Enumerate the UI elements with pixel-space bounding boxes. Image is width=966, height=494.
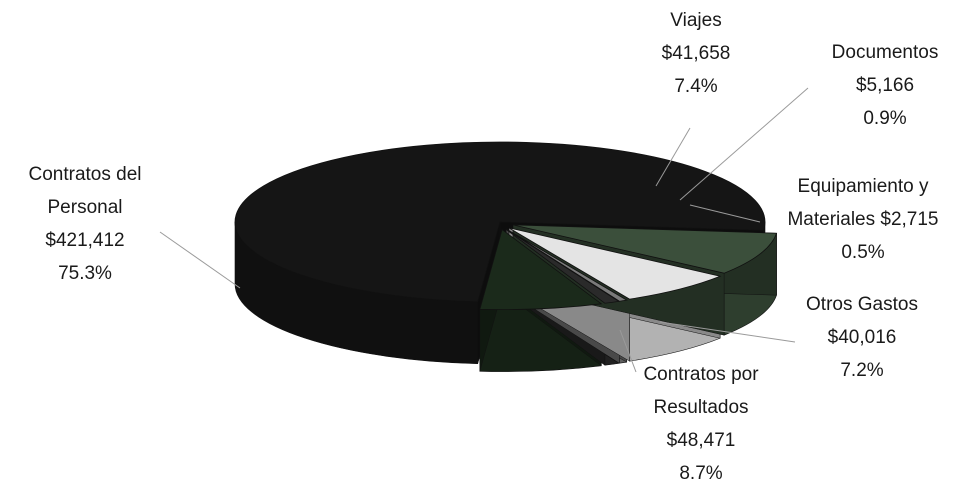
slice-otros-gastos xyxy=(508,227,722,300)
slice-contratos-por-resultados xyxy=(512,224,778,274)
label-line-otros-gastos-1: $40,016 xyxy=(828,327,897,348)
label-contratos-por-resultados: Contratos por Resultados $48,471 8.7% xyxy=(643,364,759,484)
label-line-viajes-0: Viajes xyxy=(670,10,721,31)
label-line-documentos-1: $5,166 xyxy=(856,75,914,96)
leader-otros-gastos xyxy=(659,321,796,343)
slice-viajes xyxy=(479,228,603,311)
label-line-contratos-por-resultados-1: Resultados xyxy=(653,397,748,418)
leader-contratos-por-resultados xyxy=(619,329,637,373)
label-line-contratos-por-resultados-2: $48,471 xyxy=(667,430,736,451)
label-line-otros-gastos-0: Otros Gastos xyxy=(806,294,918,315)
slice-documentos xyxy=(505,228,621,304)
label-line-contratos-del-personal-3: 75.3% xyxy=(58,263,112,284)
leader-lines xyxy=(159,87,809,373)
slice-labels: Contratos del Personal $421,412 75.3% Viajes… xyxy=(28,10,938,484)
label-line-documentos-0: Documentos xyxy=(832,42,939,63)
label-line-contratos-por-resultados-0: Contratos por xyxy=(643,364,759,385)
label-line-equipamiento-y-materiales-1: Materiales $2,715 xyxy=(787,209,938,230)
label-line-contratos-del-personal-1: Personal xyxy=(48,197,123,218)
label-contratos-del-personal: Contratos del Personal $421,412 75.3% xyxy=(28,164,141,284)
label-line-viajes-2: 7.4% xyxy=(674,76,717,97)
leader-equipamiento-y-materiales xyxy=(689,204,761,223)
slice-equipamiento-y-materiales xyxy=(505,228,628,302)
leader-contratos-del-personal xyxy=(159,231,241,289)
label-line-contratos-del-personal-2: $421,412 xyxy=(45,230,124,251)
label-otros-gastos: Otros Gastos $40,016 7.2% xyxy=(806,294,918,381)
label-line-contratos-del-personal-0: Contratos del xyxy=(28,164,141,185)
label-line-viajes-1: $41,658 xyxy=(662,43,731,64)
leader-documentos xyxy=(679,87,809,201)
pie-tops xyxy=(234,141,778,311)
label-equipamiento-y-materiales: Equipamiento y Materiales $2,715 0.5% xyxy=(787,176,938,263)
label-line-equipamiento-y-materiales-2: 0.5% xyxy=(841,242,884,263)
label-documentos: Documentos $5,166 0.9% xyxy=(832,42,939,129)
label-line-equipamiento-y-materiales-0: Equipamiento y xyxy=(798,176,929,197)
label-line-otros-gastos-2: 7.2% xyxy=(840,360,883,381)
label-viajes: Viajes $41,658 7.4% xyxy=(662,10,731,97)
label-line-documentos-2: 0.9% xyxy=(863,108,906,129)
label-line-contratos-por-resultados-3: 8.7% xyxy=(679,463,722,484)
leader-viajes xyxy=(655,127,691,187)
slice-contratos-del-personal xyxy=(234,141,766,303)
